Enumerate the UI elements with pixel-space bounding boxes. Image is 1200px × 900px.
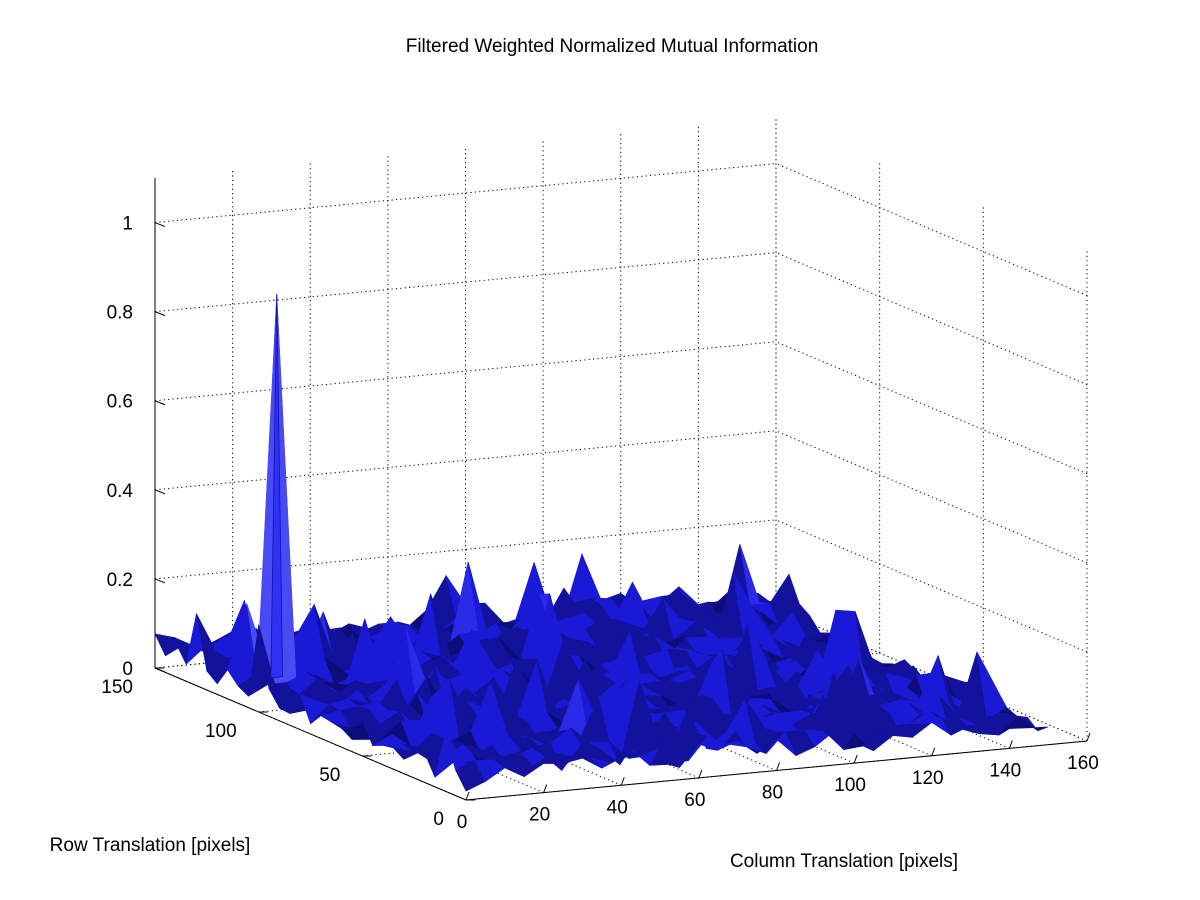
z-tick-mark [154, 489, 166, 495]
x-tick-label: 100 [834, 775, 866, 796]
x-tick-label: 120 [912, 768, 944, 789]
surface-patch [1018, 715, 1049, 732]
tick-labels: 0 0.2 0.4 0.6 0.8 1 0 20 40 60 80 100 120 140 160 0 50 10… [101, 214, 1099, 833]
z-tick-label: 0.8 [107, 303, 133, 324]
main-peak [270, 294, 283, 679]
z-grid-side [775, 252, 1088, 386]
x-tick-mark [931, 747, 936, 756]
x-tick-mark [465, 791, 470, 801]
y-axis-label: Row Translation [pixels] [50, 835, 251, 856]
x-tick-mark [1008, 740, 1013, 749]
x-tick-label: 80 [762, 783, 783, 804]
y-axis-line [154, 667, 467, 801]
z-grid-back [154, 163, 777, 224]
x-tick-mark [1086, 732, 1091, 742]
z-tick-mark [154, 222, 166, 228]
x-tick-mark [698, 769, 703, 779]
z-tick-label: 0.4 [107, 481, 134, 502]
z-tick-label: 0.2 [107, 570, 133, 591]
z-grid-back [154, 252, 777, 313]
x-tick-mark [853, 754, 858, 764]
z-grid-side [775, 341, 1088, 475]
peak-layer [270, 294, 283, 679]
z-tick-mark [154, 311, 166, 317]
z-tick-mark [154, 578, 166, 584]
x-tick-mark [620, 777, 625, 786]
x-tick-label: 20 [529, 805, 550, 826]
y-tick-label: 0 [433, 809, 444, 830]
z-grid-side [775, 519, 1088, 653]
x-tick-label: 60 [684, 790, 705, 811]
z-tick-label: 0.6 [107, 392, 133, 413]
z-grid-side [775, 430, 1088, 564]
z-grid-back [154, 519, 777, 580]
y-tick-label: 100 [205, 721, 237, 742]
z-tick-mark [154, 667, 166, 673]
z-tick-mark [154, 400, 166, 406]
z-grid-side [775, 163, 1088, 297]
z-grid-back [154, 430, 777, 491]
chart-title: Filtered Weighted Normalized Mutual Info… [406, 36, 819, 57]
x-tick-label: 40 [607, 797, 628, 818]
x-tick-label: 160 [1067, 753, 1099, 774]
x-tick-mark [543, 784, 548, 793]
x-axis-label: Column Translation [pixels] [730, 851, 958, 872]
y-tick-label: 50 [319, 765, 340, 786]
x-tick-mark [776, 762, 780, 771]
y-tick-label: 150 [101, 677, 133, 698]
z-tick-label: 0 [122, 659, 133, 680]
z-grid-back [154, 341, 777, 402]
surface [154, 294, 1049, 792]
x-tick-label: 0 [457, 812, 468, 833]
z-tick-label: 1 [122, 214, 133, 235]
x-tick-label: 140 [990, 760, 1022, 781]
